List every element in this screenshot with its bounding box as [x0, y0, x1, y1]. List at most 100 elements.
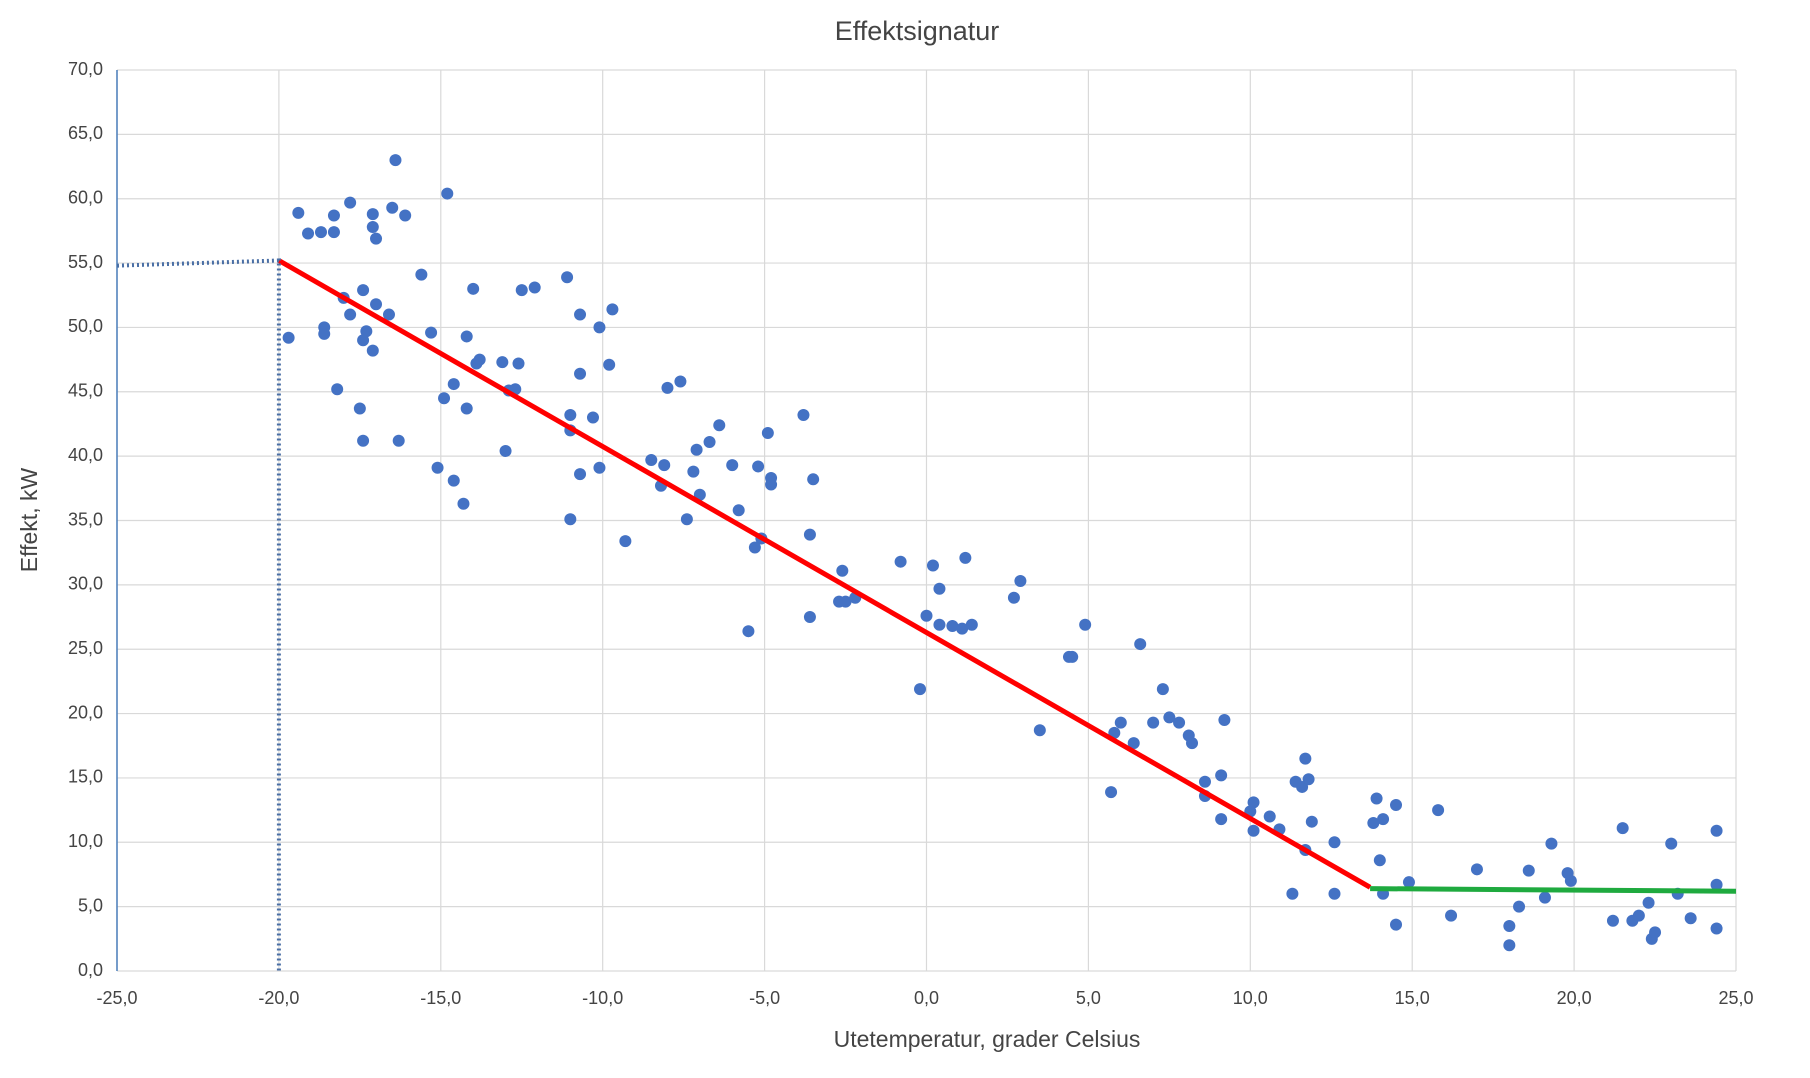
point — [1079, 618, 1092, 631]
point — [1710, 824, 1723, 837]
point — [1445, 909, 1458, 922]
point — [331, 383, 344, 396]
point — [1247, 796, 1260, 809]
point — [807, 473, 820, 486]
point — [1377, 813, 1390, 826]
point — [447, 474, 460, 487]
point — [327, 226, 340, 239]
x-tick-label: -10,0 — [582, 988, 623, 1008]
point — [399, 209, 412, 222]
y-tick-label: 25,0 — [68, 638, 103, 658]
point — [1173, 716, 1186, 729]
point — [574, 308, 587, 321]
point — [382, 308, 395, 321]
point — [1156, 683, 1169, 696]
point — [292, 206, 305, 219]
point — [1198, 775, 1211, 788]
point — [956, 622, 969, 635]
point — [460, 330, 473, 343]
point — [1710, 922, 1723, 935]
x-tick-label: -25,0 — [96, 988, 137, 1008]
y-tick-label: 35,0 — [68, 509, 103, 529]
point — [1606, 914, 1619, 927]
y-tick-label: 10,0 — [68, 831, 103, 851]
point — [933, 582, 946, 595]
point — [619, 535, 632, 548]
point — [586, 411, 599, 424]
y-tick-label: 30,0 — [68, 574, 103, 594]
point — [515, 284, 528, 297]
y-tick-label: 40,0 — [68, 445, 103, 465]
point — [1066, 650, 1079, 663]
point — [1105, 786, 1118, 799]
y-tick-label: 0,0 — [78, 960, 103, 980]
point — [933, 618, 946, 631]
point — [726, 459, 739, 472]
point — [1147, 716, 1160, 729]
point — [690, 443, 703, 456]
line — [277, 258, 1372, 890]
point — [1186, 737, 1199, 750]
point — [1538, 891, 1551, 904]
point — [1470, 863, 1483, 876]
point — [1564, 874, 1577, 887]
point — [1134, 638, 1147, 651]
point — [499, 444, 512, 457]
point — [564, 513, 577, 526]
point — [415, 268, 428, 281]
point — [366, 221, 379, 234]
point — [1370, 792, 1383, 805]
x-tick-label: -20,0 — [258, 988, 299, 1008]
point — [496, 356, 509, 369]
point — [1007, 591, 1020, 604]
point — [713, 419, 726, 432]
y-tick-label: 55,0 — [68, 252, 103, 272]
point — [460, 402, 473, 415]
point — [431, 461, 444, 474]
x-tick-label: 15,0 — [1395, 988, 1430, 1008]
point — [946, 620, 959, 633]
point — [1522, 864, 1535, 877]
point — [1390, 918, 1403, 931]
point — [1299, 752, 1312, 765]
point — [661, 381, 674, 394]
x-tick-label: 25,0 — [1718, 988, 1753, 1008]
y-tick-label: 70,0 — [68, 59, 103, 79]
point — [467, 282, 480, 295]
point — [1328, 887, 1341, 900]
point — [1263, 810, 1276, 823]
point — [282, 331, 295, 344]
y-tick-label: 50,0 — [68, 316, 103, 336]
x-tick-label: 0,0 — [914, 988, 939, 1008]
point — [803, 528, 816, 541]
y-tick-label: 15,0 — [68, 767, 103, 787]
point — [593, 321, 606, 334]
point — [1247, 824, 1260, 837]
point — [1163, 711, 1176, 724]
point — [1710, 878, 1723, 891]
point — [593, 461, 606, 474]
chart-title: Effektsignatur — [835, 16, 1000, 46]
point — [512, 357, 525, 370]
x-tick-label: 5,0 — [1076, 988, 1101, 1008]
point — [1215, 813, 1228, 826]
point — [528, 281, 541, 294]
point — [353, 402, 366, 415]
point — [357, 434, 370, 447]
point — [447, 378, 460, 391]
line — [1370, 886, 1737, 894]
point — [680, 513, 693, 526]
y-tick-label: 60,0 — [68, 187, 103, 207]
point — [732, 504, 745, 517]
point — [836, 564, 849, 577]
point — [1503, 939, 1516, 952]
y-axis-title: Effekt, kW — [16, 468, 42, 573]
point — [1390, 798, 1403, 811]
point — [574, 367, 587, 380]
point — [839, 595, 852, 608]
point — [392, 434, 405, 447]
point — [561, 271, 574, 284]
point — [318, 321, 331, 334]
point — [914, 683, 927, 696]
point — [1545, 837, 1558, 850]
